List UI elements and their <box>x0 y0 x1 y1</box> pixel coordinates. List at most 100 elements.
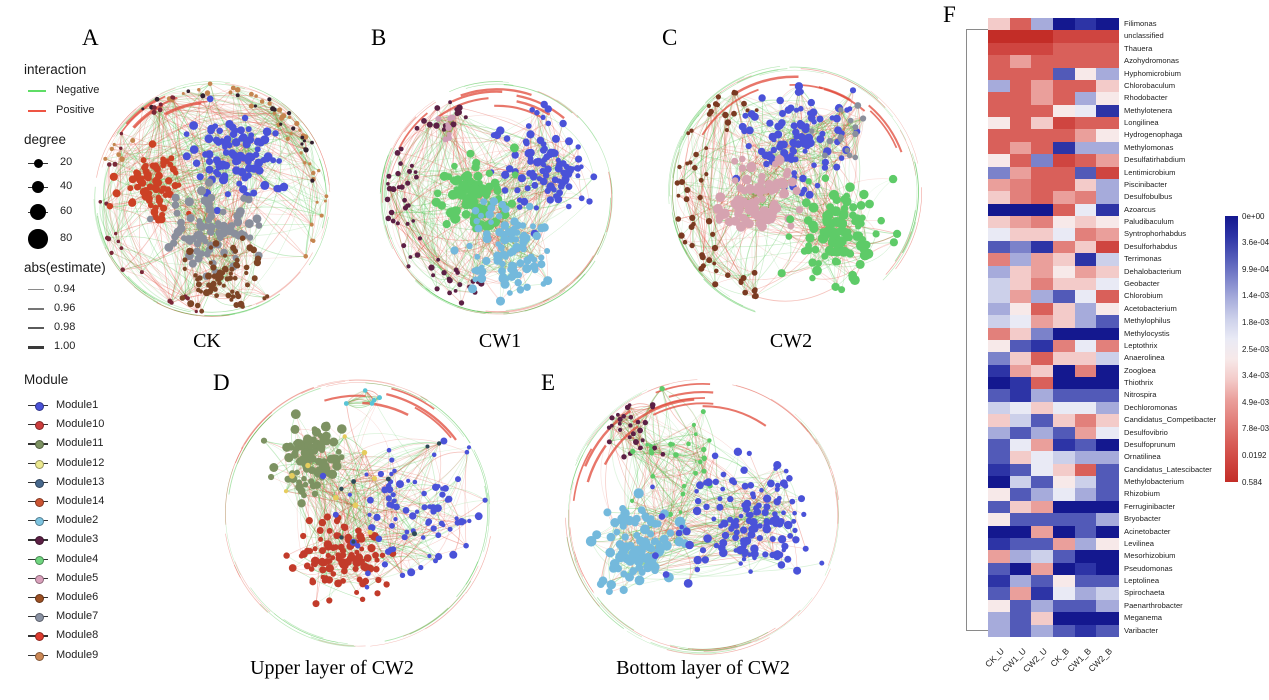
network-edge <box>151 107 313 181</box>
abs-estimate-item-label: 0.98 <box>54 321 76 333</box>
network-accent-edge <box>869 110 898 149</box>
network-edge <box>514 154 551 222</box>
network-edge <box>341 481 356 538</box>
network-node <box>537 260 546 269</box>
network-edge <box>261 101 313 225</box>
network-edge <box>775 163 818 271</box>
network-graph-net-a <box>93 81 331 317</box>
network-node <box>805 233 815 243</box>
network-edge <box>691 92 736 132</box>
module-item-label: Module5 <box>56 571 99 584</box>
network-node <box>267 97 272 102</box>
module-dot-swatch <box>34 402 44 411</box>
network-node <box>450 206 461 216</box>
network-node <box>751 269 758 276</box>
network-node <box>678 232 685 239</box>
module-item-label: Module9 <box>56 648 99 661</box>
network-node <box>782 153 791 162</box>
network-node <box>764 179 774 190</box>
network-node <box>254 146 261 153</box>
network-node <box>230 244 237 251</box>
network-node <box>467 518 472 524</box>
network-edge <box>287 138 316 257</box>
network-rim-edge <box>559 255 594 292</box>
network-node <box>819 130 826 137</box>
network-node <box>844 147 850 153</box>
network-edge <box>157 92 238 100</box>
network-rim-edge <box>228 415 271 495</box>
network-node <box>838 209 849 220</box>
network-edge <box>706 147 837 222</box>
network-node <box>301 475 307 482</box>
network-edge <box>307 436 346 466</box>
network-edge <box>144 112 171 302</box>
network-node <box>185 296 190 301</box>
network-edge <box>233 87 304 137</box>
network-edge <box>727 99 781 123</box>
network-edge <box>161 214 198 306</box>
network-node <box>845 182 855 192</box>
network-node <box>187 300 195 308</box>
network-edge <box>106 109 275 204</box>
network-node <box>207 193 216 202</box>
network-edge <box>346 398 373 404</box>
network-node <box>300 135 305 140</box>
degree-circle-swatch <box>30 204 46 220</box>
network-edge <box>335 452 365 498</box>
network-node <box>315 200 319 204</box>
network-node <box>441 127 447 132</box>
network-node <box>556 189 563 197</box>
network-node <box>770 199 779 209</box>
legend-abs-estimate-title: abs(estimate) <box>24 260 106 275</box>
degree-circle-swatch <box>31 180 45 194</box>
network-node <box>303 254 308 259</box>
network-node <box>838 155 845 161</box>
network-edge <box>724 114 741 281</box>
network-edge <box>333 573 368 578</box>
network-node <box>171 201 180 209</box>
network-edge <box>216 159 266 186</box>
network-node <box>151 162 160 171</box>
network-edge <box>807 249 861 268</box>
network-edge <box>205 124 230 233</box>
network-edge <box>705 91 735 149</box>
network-edge <box>315 451 468 550</box>
network-edge <box>257 255 306 260</box>
network-edge <box>710 122 757 297</box>
network-node <box>482 234 492 244</box>
network-node <box>407 169 412 174</box>
network-node <box>359 596 366 602</box>
network-node <box>556 178 562 184</box>
network-node <box>269 463 279 472</box>
network-node <box>742 199 752 209</box>
network-node <box>795 206 804 214</box>
network-node <box>466 149 475 158</box>
network-edge <box>353 475 389 482</box>
network-node <box>157 107 163 113</box>
network-edge <box>742 167 787 175</box>
network-accent-edge <box>451 90 503 103</box>
network-edge <box>389 187 400 222</box>
network-node <box>485 169 493 177</box>
network-node <box>859 189 869 200</box>
network-edge <box>269 103 289 140</box>
network-edge <box>161 207 241 216</box>
network-edge <box>209 83 306 138</box>
network-node <box>215 162 223 171</box>
network-node <box>107 162 112 167</box>
network-node <box>146 215 154 223</box>
network-edge <box>733 91 778 184</box>
network-edge <box>210 98 241 157</box>
network-edge <box>756 110 767 165</box>
network-node <box>838 137 844 143</box>
network-edge <box>450 118 494 136</box>
network-edge <box>714 91 735 285</box>
network-node <box>457 282 463 288</box>
network-node <box>852 154 859 161</box>
interaction-item-label: Positive <box>56 104 95 116</box>
network-rim-edge <box>94 186 107 250</box>
network-edge <box>690 162 718 249</box>
network-node <box>849 87 857 94</box>
network-node <box>193 273 198 278</box>
network-edge <box>118 241 236 265</box>
